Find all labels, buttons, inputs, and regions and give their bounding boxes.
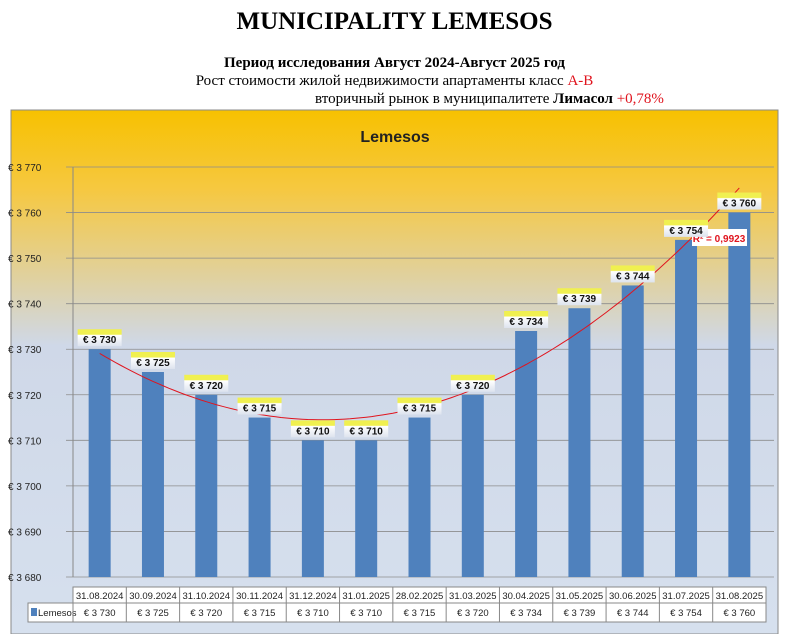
chart-frame [10,109,779,634]
class-label: A-B [567,73,594,89]
table-value: € 3 734 [510,608,542,619]
bar [355,440,378,577]
bar [621,285,644,577]
subtitle-line2: Рост стоимости жилой недвижимости апарта… [0,73,789,90]
data-label-box [504,311,549,328]
data-label-box [130,352,175,369]
bar [515,331,538,577]
x-tick-label: 31.08.2024 [76,591,124,602]
data-label: € 3 720 [456,381,490,392]
x-tick-label: 30.06.2025 [609,591,657,602]
x-tick-label: 31.12.2024 [289,591,337,602]
data-label: € 3 730 [83,335,117,346]
x-tick-label: 30.11.2024 [236,591,283,602]
data-label: € 3 720 [190,381,224,392]
data-label-box [610,265,655,283]
data-label: € 3 754 [669,226,703,237]
data-label-box [450,374,495,392]
table-value: € 3 744 [617,608,649,619]
data-label: € 3 715 [403,404,437,415]
x-tick-label: 31.07.2025 [662,591,710,602]
y-tick-label: € 3 740 [8,300,42,311]
data-label: € 3 744 [616,271,650,282]
data-label: € 3 715 [243,404,277,415]
bar [301,440,324,577]
legend-label: Lemesos [38,608,77,619]
bar [568,308,591,577]
table-value: € 3 710 [350,608,382,619]
x-tick-label: 31.10.2024 [182,591,230,602]
chart-title: Lemesos [360,129,429,146]
y-tick-label: € 3 720 [8,391,42,402]
bar [408,417,431,577]
table-value: € 3 739 [564,608,596,619]
data-label-box [290,420,335,438]
bar [248,417,271,577]
data-label-box [184,374,229,392]
bar [195,394,218,577]
change-label: +0,78% [616,91,664,107]
y-tick-label: € 3 690 [8,527,42,538]
x-tick-label: 31.03.2025 [449,591,497,602]
x-tick-label: 30.09.2024 [129,591,177,602]
table-value: € 3 710 [297,608,329,619]
y-tick-label: € 3 770 [8,163,42,174]
legend-swatch [31,608,37,616]
data-label-box [557,288,602,306]
x-tick-label: 31.01.2025 [342,591,390,602]
data-label: € 3 739 [563,294,597,305]
data-label: € 3 710 [296,426,330,437]
x-tick-label: 31.05.2025 [556,591,604,602]
table-value: € 3 760 [723,608,755,619]
y-tick-label: € 3 750 [8,254,42,265]
table-value: € 3 754 [670,608,702,619]
line2-text: Рост стоимости жилой недвижимости апарта… [195,73,568,89]
data-label: € 3 710 [350,426,384,437]
r2-label: R² = 0,9923 [693,234,746,245]
data-label: € 3 734 [509,317,543,328]
table-value: € 3 720 [457,608,489,619]
data-label-box [237,397,282,415]
table-value: € 3 720 [190,608,222,619]
data-label: € 3 760 [723,199,757,210]
table-value: € 3 730 [84,608,116,619]
y-tick-label: € 3 680 [8,573,42,584]
y-tick-label: € 3 730 [8,345,42,356]
x-tick-label: 28.02.2025 [396,591,444,602]
data-label-box [344,420,389,438]
bar [675,239,698,577]
data-label-box [664,219,709,237]
bar [141,372,164,577]
table-value: € 3 725 [137,608,169,619]
y-tick-label: € 3 700 [8,482,42,493]
page-title: MUNICIPALITY LEMESOS [236,8,553,35]
data-label: € 3 725 [136,358,170,369]
bar [728,212,751,578]
x-tick-label: 31.08.2025 [716,591,764,602]
period-subtitle: Период исследования Август 2024-Август 2… [224,55,565,71]
line3-text: вторичный рынок в муниципалитете [315,91,554,107]
bar [88,349,111,577]
table-value: € 3 715 [244,608,276,619]
x-tick-label: 30.04.2025 [502,591,550,602]
table-value: € 3 715 [404,608,436,619]
data-label-box [77,329,122,347]
y-tick-label: € 3 710 [8,436,42,447]
data-label-box [397,397,442,415]
subtitle-line3: вторичный рынок в муниципалитете Лимасол… [95,91,789,108]
y-tick-label: € 3 760 [8,209,42,220]
bar [461,394,484,577]
city-label: Лимасол [553,91,613,107]
data-label-box [717,192,762,210]
table-value-row [27,602,767,623]
